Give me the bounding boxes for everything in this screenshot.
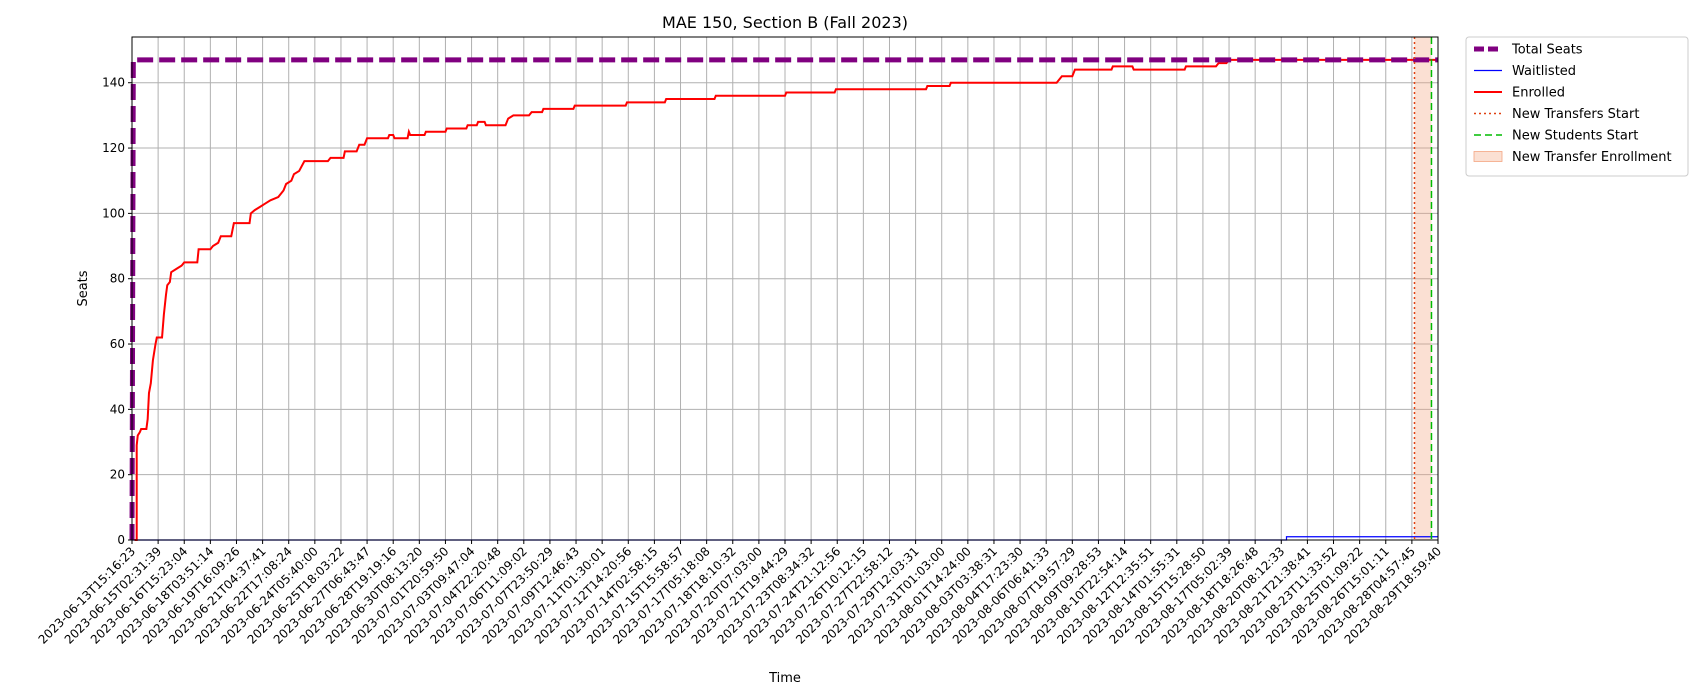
y-tick-label: 140 bbox=[102, 76, 125, 90]
legend-item: New Transfer Enrollment bbox=[1473, 150, 1672, 165]
legend-item: Enrolled bbox=[1474, 86, 1565, 101]
legend-item: New Transfers Start bbox=[1474, 107, 1639, 122]
legend-item: Total Seats bbox=[1474, 43, 1583, 58]
legend-swatch bbox=[1473, 151, 1503, 162]
y-tick-label: 100 bbox=[102, 206, 125, 220]
grid-lines bbox=[131, 37, 1439, 541]
x-axis-ticks: 2023-06-13T15:16:232023-06-15T02:31:3920… bbox=[36, 540, 1444, 647]
series-line-enrolled bbox=[134, 58, 1438, 541]
legend-label: Total Seats bbox=[1511, 43, 1583, 58]
legend-label: New Students Start bbox=[1512, 129, 1638, 144]
y-tick-label: 120 bbox=[102, 141, 125, 155]
y-tick-label: 20 bbox=[110, 468, 125, 482]
chart-title: MAE 150, Section B (Fall 2023) bbox=[662, 13, 908, 32]
legend-item: Waitlisted bbox=[1474, 64, 1576, 79]
y-tick-label: 40 bbox=[110, 402, 125, 416]
y-axis-label: Seats bbox=[76, 270, 91, 306]
legend-box bbox=[1465, 36, 1689, 177]
vertical-markers bbox=[1413, 37, 1433, 540]
y-tick-label: 60 bbox=[110, 337, 125, 351]
legend-item: New Students Start bbox=[1474, 129, 1638, 144]
y-axis-ticks: 0 20 40 60 80 100 120 140 bbox=[102, 76, 132, 547]
legend-label: New Transfers Start bbox=[1512, 107, 1639, 122]
legend-label: New Transfer Enrollment bbox=[1512, 150, 1672, 165]
legend: Total Seats Waitlisted Enrolled New Transfe… bbox=[1465, 36, 1689, 177]
legend-label: Waitlisted bbox=[1512, 64, 1576, 79]
x-axis-label: Time bbox=[768, 671, 801, 686]
legend-label: Enrolled bbox=[1512, 86, 1565, 101]
shaded-region-new-transfer-enrollment bbox=[1414, 37, 1432, 540]
y-tick-label: 80 bbox=[110, 272, 125, 286]
y-tick-label: 0 bbox=[117, 533, 125, 547]
shaded-regions bbox=[1414, 37, 1432, 540]
